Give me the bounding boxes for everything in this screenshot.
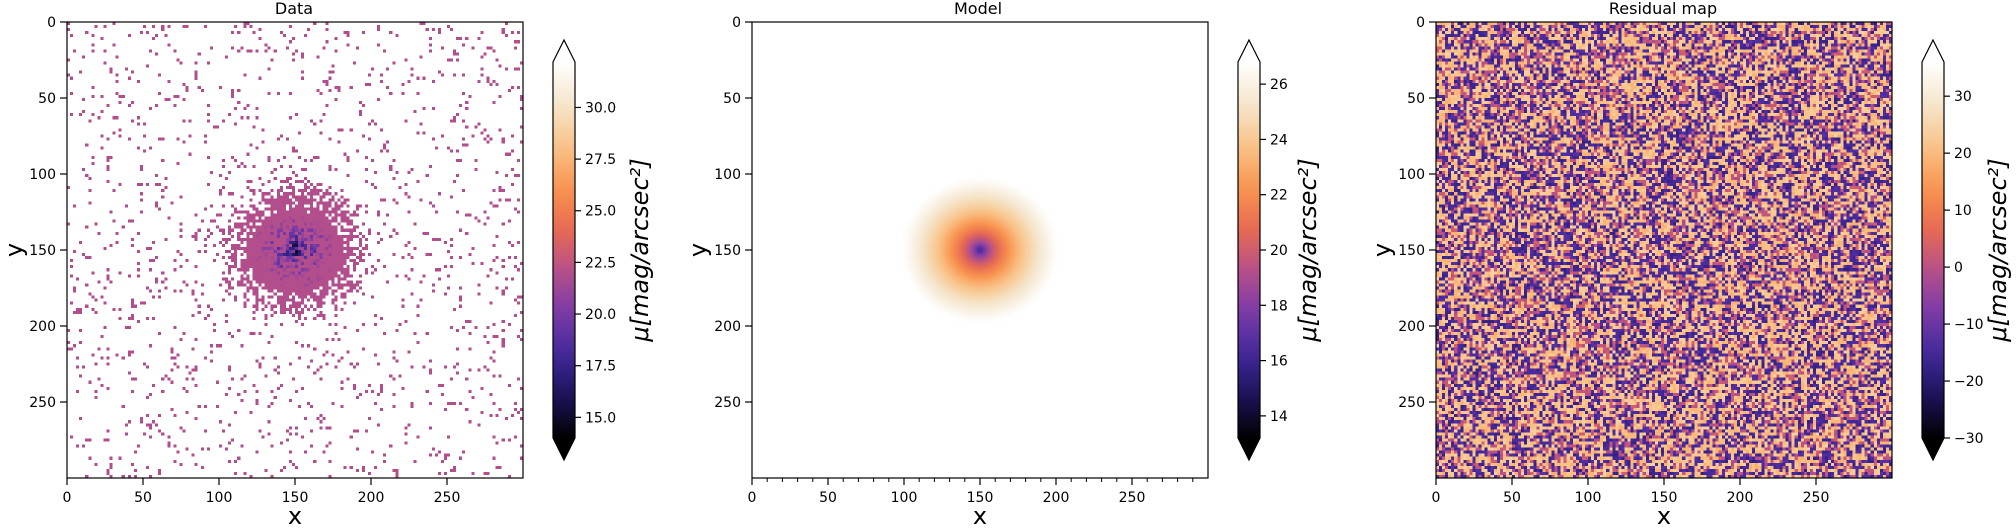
colorbar-tick-label: 25.0 [585,204,616,220]
y-tick-label: 200 [1398,319,1425,335]
colorbar-tick-label: −30 [1954,431,1984,447]
heatmap-pixels [67,22,523,478]
colorbar-tick-label: 20 [1954,146,1972,162]
colorbar-tick-label: 18 [1270,298,1288,314]
axis-ticks: 0 50 100 150 200 250 0 50 100 150 200 250 [29,15,460,506]
y-tick-label: 250 [29,395,56,411]
heatmap-canvas-holder [752,22,1208,478]
x-tick-label: 50 [819,490,837,506]
y-tick-label: 0 [47,15,56,31]
y-tick-label: 50 [723,91,741,107]
x-tick-label: 100 [891,490,918,506]
colorbar-gradient [1238,62,1260,438]
x-tick-label: 200 [358,490,385,506]
colorbar-tick-label: 20 [1270,243,1288,259]
colorbar-tick-label: 0 [1954,260,1963,276]
x-tick-label: 0 [63,490,72,506]
colorbar-gradient [553,62,575,438]
colorbar-tick-label: 27.5 [585,152,616,168]
y-tick-label: 0 [1416,15,1425,31]
y-axis-label: y [0,243,28,257]
x-tick-label: 150 [282,490,309,506]
heatmap-pixels [752,22,1208,478]
x-tick-label: 250 [434,490,461,506]
y-axis-label: y [1368,243,1396,257]
colorbar-tick-label: 24 [1270,132,1288,148]
x-tick-label: 250 [1803,490,1830,506]
colorbar-tick-label: 26 [1270,77,1288,93]
x-tick-label: 200 [1043,490,1070,506]
y-tick-label: 150 [1398,243,1425,259]
x-tick-label: 200 [1727,490,1754,506]
colorbar-label: μ[mag/arcsec²] [1984,158,2012,342]
panel-title: Residual map [1609,0,1717,18]
colorbar: 14 16 18 20 22 24 26 [1237,38,1288,462]
x-tick-label: 150 [1651,490,1678,506]
y-tick-label: 50 [38,91,56,107]
y-tick-label: 0 [732,15,741,31]
colorbar-tick-label: 22 [1270,188,1288,204]
x-tick-label: 100 [206,490,233,506]
x-tick-label: 50 [134,490,152,506]
y-axis-label: y [684,243,712,257]
colorbar-tick-label: −10 [1954,317,1984,333]
x-tick-label: 150 [967,490,994,506]
y-tick-label: 250 [714,395,741,411]
colorbar-outline [1237,38,1261,462]
colorbar-tick-label: 20.0 [585,307,616,323]
y-tick-label: 150 [714,243,741,259]
x-tick-label: 0 [748,490,757,506]
colorbar-extend-top [1238,40,1260,62]
x-axis-label: x [288,502,302,530]
x-tick-label: 0 [1432,490,1441,506]
x-axis-label: x [1657,502,1671,530]
x-axis-label: x [973,502,987,530]
panel-title: Model [954,0,1002,18]
colorbar-outline [552,38,576,462]
y-tick-label: 50 [1407,91,1425,107]
y-tick-label: 100 [29,167,56,183]
heatmap-pixels [1436,22,1892,478]
x-tick-label: 100 [1575,490,1602,506]
colorbar-extend-top [1922,40,1944,62]
colorbar-label: μ[mag/arcsec²] [1294,158,1322,342]
axis-ticks: 0 50 100 150 200 250 0 50 100 150 200 250 [714,15,1194,506]
x-tick-label: 250 [1119,490,1146,506]
colorbar-gradient [1922,62,1944,438]
y-tick-label: 250 [1398,395,1425,411]
colorbar-extend-top [553,40,575,62]
colorbar-tick-label: 15.0 [585,410,616,426]
panel-title: Data [275,0,313,18]
colorbar-tick-label: 17.5 [585,359,616,375]
colorbar-tick-label: 16 [1270,354,1288,370]
colorbar-tick-label: 10 [1954,203,1972,219]
axis-ticks: 0 50 100 150 200 250 0 50 100 150 200 250 [1398,15,1829,506]
panel-residual: Residual map 0 50 100 150 200 250050100150200… [1368,0,2012,530]
colorbar-label: μ[mag/arcsec²] [626,158,654,342]
colorbar-extend-bottom [553,438,575,460]
heatmap-canvas-holder [67,22,523,478]
y-tick-label: 100 [1398,167,1425,183]
y-tick-label: 200 [29,319,56,335]
colorbar-tick-label: −20 [1954,374,1984,390]
heatmap-canvas-holder [1436,22,1892,478]
colorbar-tick-label: 30.0 [585,100,616,116]
panel-model: Model 0 50 100 150 200 250 0 50 100 150 200 250 x y… [684,0,1322,530]
y-tick-label: 100 [714,167,741,183]
colorbar: 15.0 17.5 20.0 22.5 25.0 27.5 30.0 [552,38,616,462]
colorbar-extend-bottom [1922,438,1944,460]
colorbar-tick-label: 22.5 [585,255,616,271]
y-tick-label: 150 [29,243,56,259]
x-tick-label: 50 [1503,490,1521,506]
colorbar: −30 −20 −10 0 10 20 30 [1921,38,1984,462]
colorbar-extend-bottom [1238,438,1260,460]
y-tick-label: 200 [714,319,741,335]
colorbar-tick-label: 30 [1954,89,1972,105]
colorbar-tick-label: 14 [1270,409,1288,425]
